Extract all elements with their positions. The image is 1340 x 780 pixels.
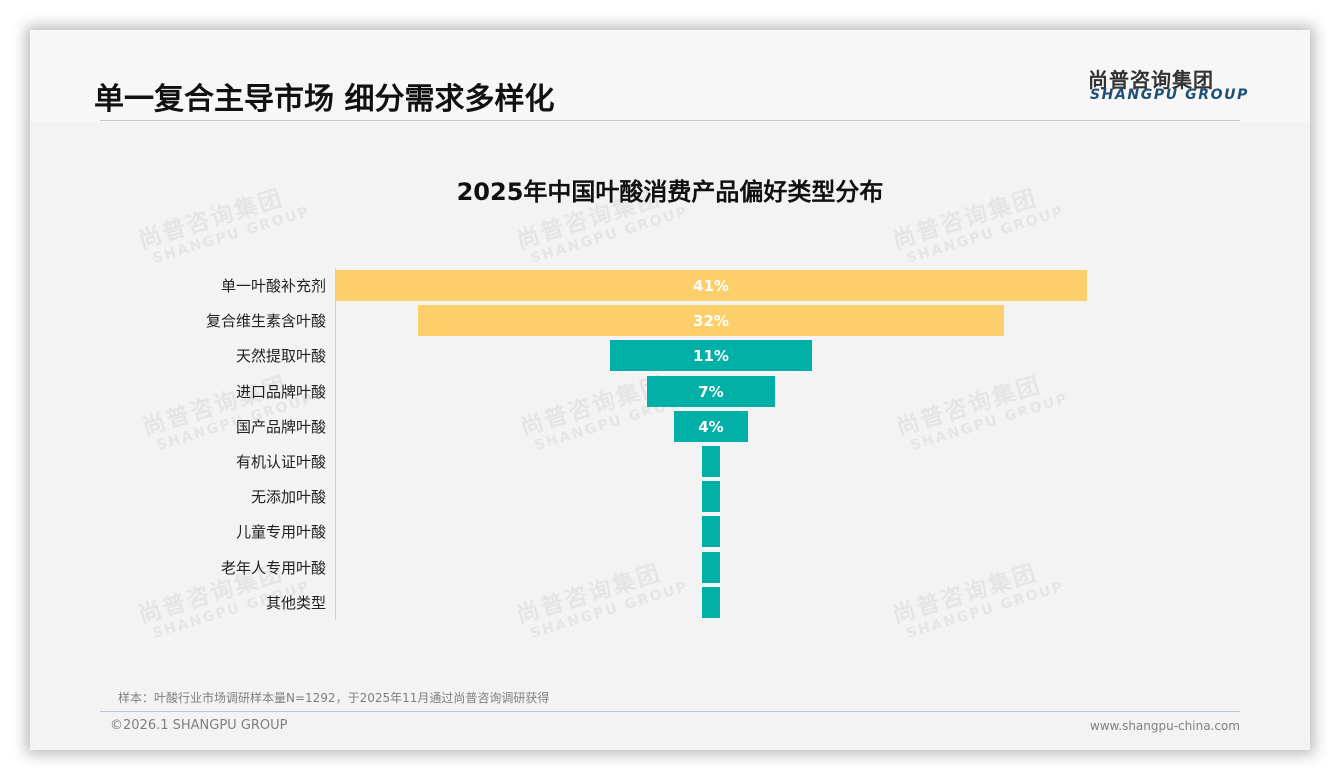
- copyright: ©2026.1 SHANGPU GROUP: [110, 718, 288, 733]
- category-axis-line: [335, 268, 336, 620]
- funnel-bar: [701, 446, 721, 477]
- category-label: 有机认证叶酸: [235, 453, 326, 471]
- category-label: 其他类型: [265, 593, 326, 612]
- header-band: [30, 30, 1310, 122]
- category-label: 复合维生素含叶酸: [205, 312, 326, 331]
- bar-value-label: 41%: [693, 277, 729, 295]
- chart-row: 有机认证叶酸: [30, 444, 1310, 479]
- logo-chinese: 尚普咨询集团: [1088, 68, 1214, 92]
- slide: 单一复合主导市场 细分需求多样化 尚普咨询集团 SHANGPU GROUP 尚普…: [30, 30, 1310, 750]
- funnel-bar: 32%: [417, 305, 1005, 337]
- chart-row: 国产品牌叶酸 4%: [30, 409, 1310, 444]
- funnel-bar: 41%: [335, 270, 1087, 301]
- chart-row: 单一叶酸补充剂 41%: [30, 268, 1310, 303]
- sample-footnote: 样本：叶酸行业市场调研样本量N=1292，于2025年11月通过尚普咨询调研获得: [118, 691, 550, 705]
- bar-value-label: 4%: [698, 417, 724, 436]
- chart-title: 2025年中国叶酸消费产品偏好类型分布: [456, 178, 884, 206]
- footer-divider: [100, 711, 1240, 712]
- chart-row: 天然提取叶酸 11%: [30, 338, 1310, 373]
- funnel-bar: [701, 586, 721, 618]
- chart-row: 老年人专用叶酸: [30, 550, 1310, 585]
- website-link[interactable]: www.shangpu-china.com: [1089, 719, 1240, 733]
- category-label: 国产品牌叶酸: [235, 417, 326, 436]
- chart-row: 其他类型: [30, 585, 1310, 620]
- funnel-bar: 7%: [646, 375, 776, 407]
- bar-value-label: 32%: [693, 312, 729, 331]
- bar-value-label: 7%: [698, 382, 724, 401]
- funnel-bar: [701, 516, 721, 548]
- header-divider: [100, 120, 1240, 121]
- chart-row: 进口品牌叶酸 7%: [30, 374, 1310, 409]
- logo-english: SHANGPU GROUP: [1090, 87, 1249, 103]
- bar-value-label: 11%: [693, 347, 729, 366]
- funnel-bar: [701, 551, 721, 583]
- funnel-bar: [701, 481, 721, 513]
- funnel-bar: 4%: [674, 410, 748, 442]
- category-label: 老年人专用叶酸: [220, 558, 326, 577]
- chart-row: 复合维生素含叶酸 32%: [30, 303, 1310, 338]
- chart-row: 儿童专用叶酸: [30, 514, 1310, 549]
- category-label: 进口品牌叶酸: [235, 382, 326, 401]
- category-label: 单一叶酸补充剂: [220, 277, 326, 295]
- chart-row: 无添加叶酸: [30, 479, 1310, 514]
- category-label: 天然提取叶酸: [235, 347, 326, 366]
- category-label: 儿童专用叶酸: [235, 523, 326, 542]
- funnel-bar: 11%: [610, 340, 812, 372]
- page-title: 单一复合主导市场 细分需求多样化: [94, 82, 555, 117]
- category-label: 无添加叶酸: [250, 488, 326, 507]
